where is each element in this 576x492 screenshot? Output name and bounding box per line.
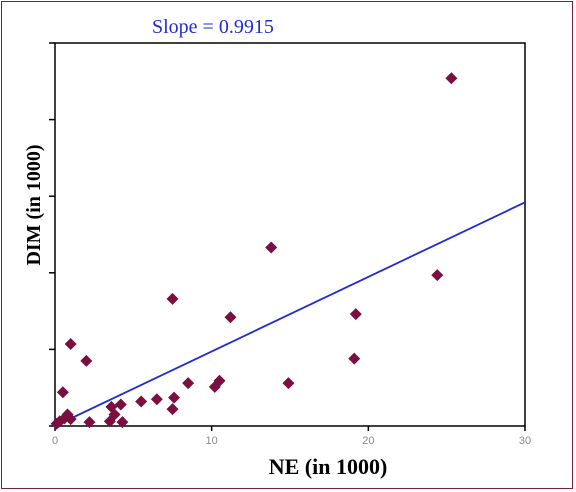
data-point — [168, 391, 181, 404]
data-point — [135, 395, 148, 408]
data-point — [116, 416, 129, 429]
data-point — [80, 354, 93, 367]
trend-line — [54, 201, 526, 427]
x-tick-label: 30 — [519, 435, 531, 447]
data-point — [166, 292, 179, 305]
x-tick-label: 20 — [362, 435, 374, 447]
y-axis-label: DIM (in 1000) — [23, 144, 45, 265]
data-point — [349, 308, 362, 321]
data-point — [265, 241, 278, 254]
data-point — [103, 415, 116, 428]
y-axis-ticks — [49, 42, 55, 427]
x-tick-label: 0 — [52, 435, 58, 447]
data-points — [50, 72, 458, 430]
x-axis-label: NE (in 1000) — [269, 454, 388, 479]
data-point — [445, 72, 458, 85]
data-point — [182, 377, 195, 390]
data-point — [50, 417, 63, 430]
data-point — [208, 380, 221, 393]
data-point — [431, 269, 444, 282]
plot-area — [54, 42, 526, 427]
data-point — [282, 377, 295, 390]
slope-annotation: Slope = 0.9915 — [152, 16, 274, 38]
data-point — [114, 398, 127, 411]
x-axis-ticks: 0 10 20 30 — [52, 426, 531, 447]
data-point — [64, 338, 77, 351]
data-point — [224, 311, 237, 324]
data-point — [64, 413, 77, 426]
data-point — [56, 386, 69, 399]
x-tick-label: 10 — [206, 435, 218, 447]
data-point — [83, 416, 96, 429]
data-point — [348, 352, 361, 365]
data-point — [166, 403, 179, 416]
data-point — [150, 393, 163, 406]
